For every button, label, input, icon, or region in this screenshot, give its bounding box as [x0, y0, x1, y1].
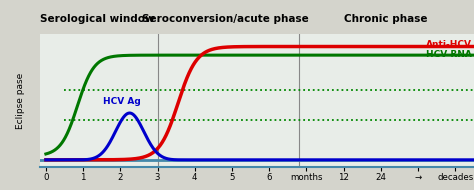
Text: Eclipse pase: Eclipse pase: [16, 73, 25, 129]
Text: Serological window: Serological window: [39, 14, 154, 24]
Text: Anti-HCV: Anti-HCV: [426, 40, 472, 49]
Text: HCV RNA: HCV RNA: [426, 50, 472, 59]
Text: HCV Ag: HCV Ag: [103, 97, 141, 106]
Text: Seroconversion/acute phase: Seroconversion/acute phase: [142, 14, 309, 24]
Text: Chronic phase: Chronic phase: [344, 14, 427, 24]
